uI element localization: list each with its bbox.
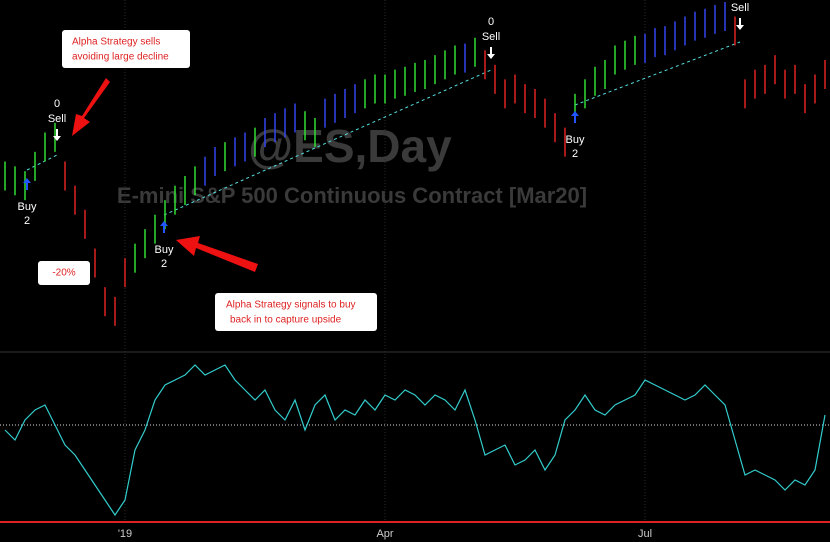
sell-arrow [487, 47, 495, 59]
callout-text: back in to capture upside [230, 315, 342, 326]
signal-qty: 0 [488, 16, 494, 28]
watermark-symbol: @ES,Day [248, 120, 452, 172]
signal-label: Buy [18, 201, 37, 213]
callout-box [62, 30, 190, 68]
signal-qty: 2 [24, 215, 30, 227]
callout-arrow [176, 236, 258, 272]
signal-label: Sell [731, 2, 749, 14]
x-tick-label: '19 [118, 528, 132, 540]
buy-arrow [160, 221, 168, 233]
trend-line [574, 41, 741, 106]
buy-arrow [571, 111, 579, 123]
signal-label: Buy [155, 244, 174, 256]
trend-line [26, 154, 58, 171]
signal-label: Buy [566, 134, 585, 146]
indicator-line [4, 364, 826, 517]
callout-box [215, 293, 377, 331]
x-tick-label: Apr [376, 528, 393, 540]
watermark-name: E-mini S&P 500 Continuous Contract [Mar2… [117, 183, 587, 208]
signal-label: Sell [482, 31, 500, 43]
signal-qty: 2 [161, 258, 167, 270]
signal-qty: 0 [54, 98, 60, 110]
sell-arrow [53, 129, 61, 141]
callout-box [38, 261, 90, 285]
callout-arrow [72, 78, 110, 136]
signal-label: Sell [48, 113, 66, 125]
signal-qty: 2 [572, 148, 578, 160]
sell-arrow [736, 18, 744, 30]
callouts: Alpha Strategy sells avoiding large decl… [38, 30, 377, 331]
x-tick-label: Jul [638, 528, 652, 540]
callout-text: Alpha Strategy signals to buy [226, 300, 356, 311]
buy-arrow [23, 178, 31, 190]
callout-text: avoiding large decline [72, 52, 169, 63]
callout-text: Alpha Strategy sells [72, 37, 160, 48]
callout-text: -20% [52, 268, 75, 279]
